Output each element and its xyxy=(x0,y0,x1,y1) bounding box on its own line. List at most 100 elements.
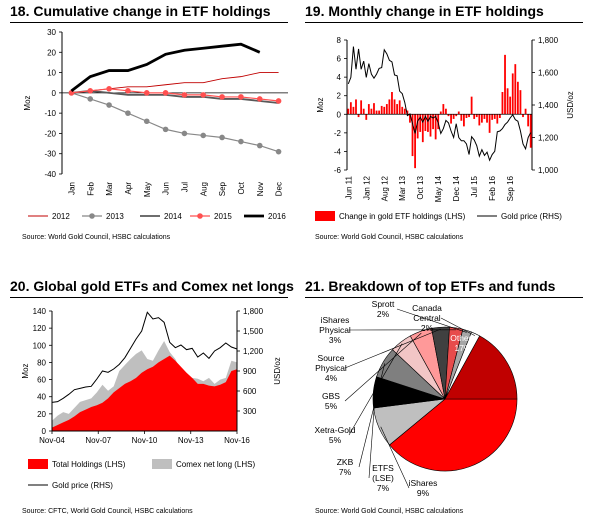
chart-20-y-tick-label: 140 xyxy=(33,307,47,316)
pie-label-etfs-lse: (LSE) xyxy=(372,473,394,483)
chart-18-x-tick-label: Jul xyxy=(180,182,189,192)
pie-label-others: 17% xyxy=(454,343,471,353)
chart-19-bar xyxy=(493,114,496,119)
chart-20-y-axis-label: Moz xyxy=(21,363,30,378)
chart-19-bar xyxy=(516,81,519,115)
chart-20-x-tick-label: Nov-13 xyxy=(178,436,204,445)
chart-19-bar xyxy=(355,99,357,115)
chart-19-y2-tick-label: 1,800 xyxy=(538,36,559,45)
series-2013-line xyxy=(71,92,279,153)
chart-20-y2-tick-label: 600 xyxy=(243,387,257,396)
chart-19-bar xyxy=(465,114,468,118)
chart-19-bar xyxy=(524,108,527,115)
pie-label-sprott: 2% xyxy=(377,309,390,319)
chart-19-bar xyxy=(519,90,522,115)
pie-label-canada-central: 2% xyxy=(421,323,434,333)
chart-21-title-rule xyxy=(305,297,583,298)
chart-19-title: 19. Monthly change in ETF holdings xyxy=(305,3,544,19)
chart-19-bar xyxy=(421,114,424,143)
series-2013-point xyxy=(87,96,94,102)
series-2015-point xyxy=(87,88,94,94)
chart-20-y-tick-label: 120 xyxy=(33,324,47,333)
chart-20-holdings-area xyxy=(52,355,237,431)
chart-19-bar xyxy=(370,108,373,115)
chart-19-bar xyxy=(496,114,499,124)
series-2015-point xyxy=(162,90,169,96)
legend-etf-change-swatch xyxy=(315,211,335,221)
chart-19-bar xyxy=(424,114,427,131)
chart-19-bar xyxy=(403,108,406,115)
legend-2014-label: 2014 xyxy=(164,212,182,221)
chart-19-y2-axis-label: USD/oz xyxy=(566,91,575,119)
chart-21: SPDR39%iShares9%ETFS(LSE)7%ZKB7%Xetra-Go… xyxy=(314,299,572,498)
chart-19-bar xyxy=(504,54,506,115)
chart-20-title: 20. Global gold ETFs and Comex net longs xyxy=(10,278,294,294)
chart-19-bar xyxy=(393,99,396,115)
chart-19-bar xyxy=(463,114,465,127)
series-2015-point xyxy=(200,92,207,98)
series-2013-point xyxy=(125,110,131,116)
chart-20-source: Source: CFTC, World Gold Council, HSBC c… xyxy=(22,508,193,515)
series-2015-point xyxy=(219,94,225,100)
chart-19-y-tick-label: 4 xyxy=(337,73,342,82)
chart-19-bar xyxy=(432,114,434,130)
pie-label-etfs-lse: ETFS xyxy=(372,463,394,473)
chart-20-y-tick-label: 100 xyxy=(33,341,47,350)
pie-label-ishares: iShares xyxy=(409,478,438,488)
series-2014-line xyxy=(71,89,279,104)
chart-18-x-tick-label: Oct xyxy=(237,181,246,194)
chart-19-bar xyxy=(396,104,399,115)
chart-19-y-tick-label: 8 xyxy=(337,36,342,45)
pie-label-canada-central: Central xyxy=(413,313,441,323)
chart-20-y-tick-label: 80 xyxy=(37,358,46,367)
chart-18-title: 18. Cumulative change in ETF holdings xyxy=(10,3,271,19)
chart-19-bar xyxy=(470,96,473,115)
series-2013-point xyxy=(200,132,207,139)
chart-19-x-tick-label: Dec 14 xyxy=(452,175,461,201)
chart-19-y-tick-label: -6 xyxy=(334,166,342,175)
chart-18-x-tick-label: Feb xyxy=(86,181,95,195)
series-2015-point xyxy=(238,94,244,100)
pie-label-source-physical: 4% xyxy=(325,373,338,383)
chart-19-x-tick-label: Oct 13 xyxy=(416,175,425,199)
series-2013-point xyxy=(238,138,244,145)
legend-2013-label: 2013 xyxy=(106,212,124,221)
chart-20-x-tick-label: Nov-04 xyxy=(39,436,65,445)
chart-20-y2-tick-label: 300 xyxy=(243,407,257,416)
legend-2012-label: 2012 xyxy=(52,212,70,221)
chart-18-x-tick-label: Dec xyxy=(275,182,284,196)
chart-20-y2-axis-label: USD/oz xyxy=(273,357,282,385)
chart-19-bar xyxy=(388,99,391,115)
series-2013-point xyxy=(143,118,150,125)
chart-19-x-tick-label: Mar 13 xyxy=(398,175,407,200)
chart-19: 8 6 4 2 0 -2 -4 -6 1,800 1,600 1,400 1,200 1,000 Jun … xyxy=(315,36,575,221)
series-2015-line xyxy=(71,88,279,102)
chart-19-y-tick-label: 6 xyxy=(337,55,342,64)
chart-19-y2-tick-label: 1,600 xyxy=(538,69,559,78)
chart-18-x-tick-label: Jun xyxy=(162,182,171,195)
chart-19-bar xyxy=(514,64,517,115)
chart-20-y2-tick-label: 900 xyxy=(243,367,257,376)
series-2015-point xyxy=(275,98,282,104)
chart-19-bar xyxy=(434,114,437,140)
chart-19-y-axis-label: Moz xyxy=(316,97,325,112)
chart-20: 140 120 100 80 60 40 20 0 1,800 1,500 1,200 900 600 3… xyxy=(21,307,282,490)
chart-21-source: Source: World Gold Council, HSBC calcula… xyxy=(315,508,464,515)
pie-label-etfs-lse: 7% xyxy=(377,483,390,493)
chart-19-bar xyxy=(478,114,481,126)
chart-18-y-tick-label: -20 xyxy=(44,129,56,138)
series-2013-point xyxy=(275,148,282,155)
chart-19-x-tick-label: Jan 12 xyxy=(362,175,371,200)
chart-18-y-tick-label: -10 xyxy=(44,109,56,118)
pie-leader-xetra-gold xyxy=(348,343,403,436)
chart-19-bar xyxy=(347,108,350,115)
chart-18-y-tick-label: -40 xyxy=(44,170,56,179)
chart-18-y-tick-label: 30 xyxy=(47,28,56,37)
chart-20-y-tick-label: 60 xyxy=(37,376,46,385)
chart-20-title-rule xyxy=(10,297,288,298)
chart-19-bar xyxy=(406,110,409,115)
chart-19-bar xyxy=(362,108,365,115)
chart-19-bar xyxy=(391,92,393,115)
chart-19-bar xyxy=(378,110,381,115)
chart-19-bar xyxy=(450,114,452,124)
